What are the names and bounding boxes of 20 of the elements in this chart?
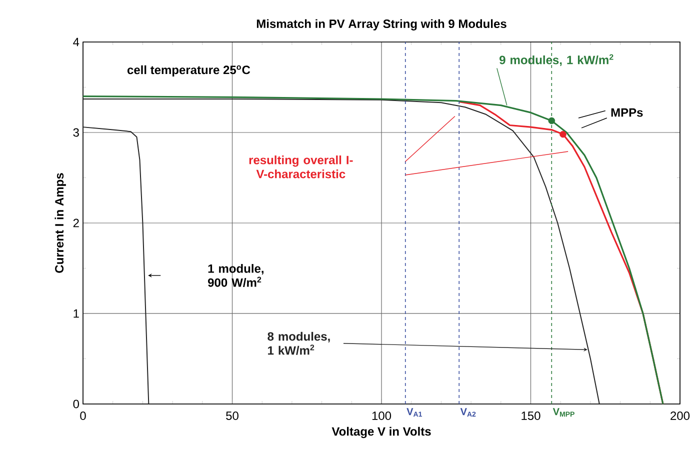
y-tick-label: 4 [73, 38, 80, 46]
annotation: MPPs [611, 108, 643, 117]
ref-line-label: V$_{A2}$ [460, 408, 476, 417]
x-tick-label: 0 [80, 412, 86, 420]
line-series [82, 126, 150, 404]
text: resulting overall I-V-characteristic [249, 155, 353, 178]
y-tick-label: 3 [73, 128, 79, 137]
x-tick-label: 200 [670, 412, 690, 420]
x-tick-label: 150 [522, 412, 540, 420]
ref-line-label: V$_{A1}$ [406, 408, 422, 417]
y-tick-label: 0 [73, 400, 80, 408]
x-tick-label: 50 [226, 412, 238, 420]
annotation: 8 modules, 1 kW/m$^{2}$ [268, 332, 330, 355]
y-axis-title: Current I in Amps [54, 173, 66, 273]
y-tick-label: 2 [73, 218, 79, 228]
x-tick-label: 100 [372, 412, 392, 420]
ref-line-label: V$_{MPP}$ [552, 408, 574, 417]
y-tick-label: 1 [74, 309, 79, 318]
chart-title: Mismatch in PV Array String with 9 Modules [256, 19, 506, 30]
x-axis-title: Voltage V in Volts [332, 426, 431, 438]
